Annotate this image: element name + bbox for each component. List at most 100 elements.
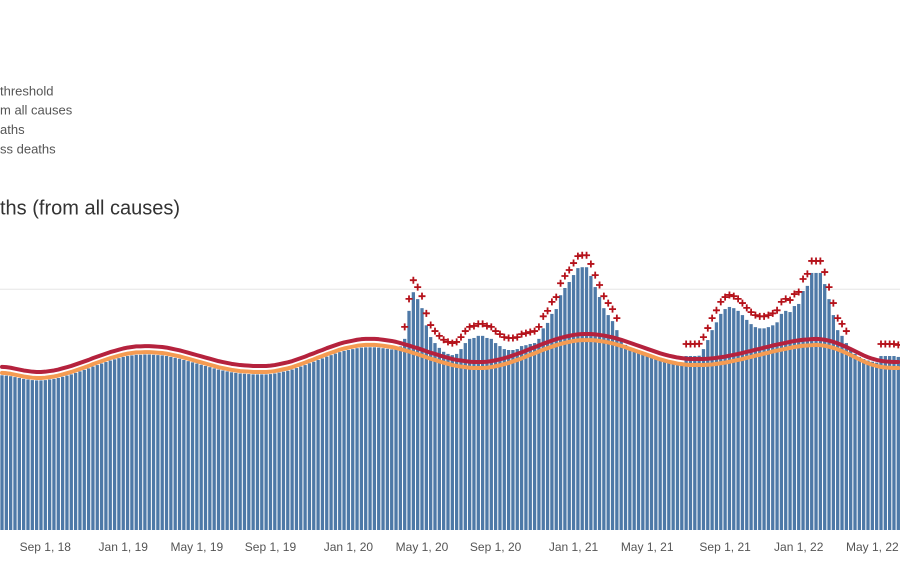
- bar: [286, 370, 290, 530]
- excess-marker: [816, 257, 824, 265]
- excess-marker: [725, 291, 733, 299]
- bar: [385, 348, 390, 530]
- bar: [745, 319, 749, 530]
- bar: [121, 356, 125, 530]
- bar: [636, 352, 641, 530]
- threshold-line: [0, 332, 900, 374]
- bar: [784, 310, 788, 530]
- bar: [9, 376, 13, 530]
- bar: [645, 355, 649, 530]
- bar: [498, 346, 502, 530]
- bar: [571, 275, 576, 530]
- excess-marker: [496, 330, 504, 338]
- bar: [169, 356, 173, 530]
- bar: [346, 350, 351, 530]
- bar: [22, 378, 26, 530]
- bar: [823, 284, 827, 530]
- bar: [480, 335, 485, 530]
- bar: [73, 372, 78, 530]
- bar: [138, 354, 143, 530]
- bar: [60, 376, 65, 530]
- bar: [43, 380, 47, 530]
- bar: [818, 272, 823, 530]
- bar: [17, 377, 21, 530]
- legend-label: threshold: [0, 83, 53, 98]
- bar: [225, 371, 229, 530]
- excess-marker: [795, 288, 803, 296]
- bar: [342, 350, 346, 530]
- x-tick-label: Jan 1, 22: [774, 540, 824, 554]
- bar: [862, 359, 866, 530]
- bar: [662, 361, 667, 530]
- bar: [312, 361, 316, 530]
- excess-marker: [574, 252, 582, 260]
- bar: [186, 361, 190, 530]
- bar: [364, 347, 368, 530]
- bar: [623, 344, 628, 530]
- excess-marker: [799, 275, 807, 283]
- bar: [112, 359, 117, 530]
- bar: [442, 351, 446, 530]
- x-tick-label: May 1, 20: [396, 540, 449, 554]
- excess-marker: [531, 327, 539, 335]
- bar: [156, 355, 160, 530]
- bar: [892, 356, 896, 530]
- bar: [329, 355, 333, 530]
- bar: [437, 347, 441, 530]
- excess-marker: [829, 299, 837, 307]
- bar: [771, 325, 775, 530]
- bar: [775, 322, 779, 530]
- x-tick-label: Sep 1, 20: [470, 540, 522, 554]
- bar: [593, 287, 597, 530]
- excess-marker: [513, 333, 521, 341]
- bar: [195, 363, 199, 530]
- bar: [732, 308, 736, 530]
- expected-line: [0, 338, 900, 380]
- bar: [459, 349, 463, 530]
- bar: [212, 368, 216, 530]
- bar: [0, 375, 4, 530]
- excess-marker: [890, 340, 898, 348]
- bar: [649, 357, 654, 530]
- bar: [758, 328, 762, 530]
- bar: [706, 340, 710, 530]
- bar: [403, 338, 407, 530]
- bar: [463, 343, 467, 530]
- bar: [836, 330, 840, 530]
- bar: [99, 363, 104, 530]
- excess-marker: [609, 305, 617, 313]
- excess-marker: [760, 312, 768, 320]
- bar: [307, 363, 312, 530]
- bar: [658, 360, 662, 530]
- bar: [78, 371, 82, 530]
- bar: [753, 327, 758, 530]
- bar: [701, 349, 706, 530]
- bar: [467, 338, 472, 530]
- bar: [277, 372, 281, 530]
- bar: [866, 360, 870, 530]
- excess-marker: [401, 323, 409, 331]
- x-tick-label: May 1, 19: [170, 540, 223, 554]
- bar: [86, 368, 91, 530]
- excess-marker: [418, 292, 426, 300]
- bar: [797, 303, 801, 530]
- bar: [511, 350, 515, 530]
- excess-marker: [522, 329, 530, 337]
- excess-marker: [405, 295, 413, 303]
- bar: [693, 356, 697, 530]
- excess-marker: [717, 298, 725, 306]
- excess-marker: [821, 268, 829, 276]
- bar: [398, 346, 403, 530]
- bar: [857, 356, 861, 530]
- bar: [268, 374, 273, 530]
- bar: [493, 343, 498, 530]
- bar: [632, 350, 636, 530]
- bar: [563, 287, 567, 530]
- bar: [831, 315, 836, 530]
- bar: [485, 337, 489, 530]
- bar: [182, 359, 186, 530]
- excess-marker: [466, 323, 474, 331]
- excess-marker: [470, 322, 478, 330]
- bar: [251, 374, 255, 530]
